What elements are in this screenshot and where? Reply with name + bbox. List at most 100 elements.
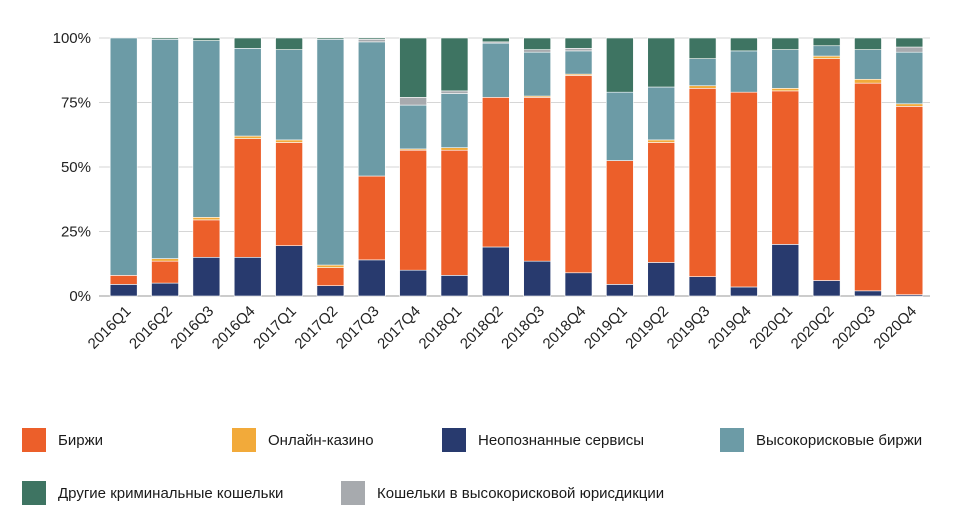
bar-segment: [688, 88, 717, 277]
bar-segment: [357, 37, 386, 40]
x-tick-label: 2016Q1: [85, 303, 135, 353]
bar-segment: [233, 48, 262, 137]
bar-segment: [854, 37, 882, 50]
bar-segment: [771, 244, 800, 297]
x-tick-label: 2020Q3: [829, 303, 879, 353]
legend-label: Кошельки в высокорисковой юрисдикции: [377, 484, 665, 502]
x-tick-label: 2018Q4: [540, 303, 590, 353]
bar-segment: [647, 262, 676, 297]
bar-segment: [275, 37, 303, 50]
bar-segment: [192, 40, 221, 218]
bar-segment: [523, 49, 551, 53]
bar-segment: [812, 55, 841, 59]
legend-label: Онлайн-казино: [268, 431, 374, 449]
bar-segment: [316, 38, 345, 266]
bar-segment: [440, 93, 469, 148]
x-tick-label: 2019Q1: [581, 303, 631, 353]
legend-label: Биржи: [58, 431, 103, 449]
x-tick-label: 2017Q4: [374, 303, 424, 353]
bar-segment: [440, 147, 469, 151]
bar-segment: [854, 290, 882, 297]
bar-segment: [316, 37, 345, 40]
bar-segment: [482, 37, 510, 43]
bar-segment: [647, 142, 676, 263]
bar-segment: [233, 135, 262, 139]
bar-segment: [275, 139, 303, 143]
bar-segment: [854, 78, 882, 84]
bar-segment: [812, 280, 841, 297]
bar-segment: [399, 269, 427, 297]
x-tick-label: 2020Q1: [746, 303, 796, 353]
bar-segment: [564, 37, 593, 49]
bar-segment: [151, 258, 179, 262]
legend-item-other-criminal-wallets: Другие криминальные кошельки: [22, 481, 283, 505]
legend: Биржи Онлайн-казино Неопознанные сервисы…: [0, 410, 960, 526]
bar-segment: [275, 49, 303, 141]
y-tick-label: 50%: [61, 159, 91, 176]
bar-segment: [812, 58, 841, 281]
x-tick-label: 2016Q4: [209, 303, 259, 353]
bar-segment: [895, 46, 924, 53]
bar-segment: [854, 82, 882, 292]
bar-segment: [192, 219, 221, 258]
bar-segment: [812, 37, 841, 47]
legend-item-birzhi: Биржи: [22, 428, 103, 452]
legend-item-online-casino: Онлайн-казино: [232, 428, 374, 452]
x-tick-label: 2017Q1: [250, 303, 300, 353]
legend-swatch: [720, 428, 744, 452]
bar-segment: [895, 103, 924, 107]
bar-segment: [606, 37, 634, 93]
y-tick-label: 25%: [61, 224, 91, 241]
stacked-bar-chart: 0%25%50%75%100%2016Q12016Q22016Q32016Q42…: [53, 30, 930, 353]
bar-segment: [730, 37, 758, 52]
bar-segment: [440, 149, 469, 276]
bar-segment: [357, 38, 386, 43]
x-tick-label: 2017Q2: [291, 303, 341, 353]
bar-segment: [606, 160, 634, 285]
bar-segment: [109, 275, 138, 285]
bar-segment: [564, 50, 593, 75]
bar-segment: [192, 217, 221, 221]
x-tick-label: 2016Q3: [167, 303, 217, 353]
legend-item-unidentified-services: Неопознанные сервисы: [442, 428, 644, 452]
bar-segment: [399, 97, 427, 106]
legend-swatch: [22, 428, 46, 452]
bar-segment: [151, 260, 179, 284]
bar-segment: [647, 139, 676, 143]
legend-label: Другие криминальные кошельки: [58, 484, 284, 502]
legend-swatch: [341, 481, 365, 505]
bar-segment: [440, 90, 469, 94]
x-tick-label: 2018Q1: [416, 303, 466, 353]
bar-segment: [647, 86, 676, 141]
bar-segment: [399, 37, 427, 98]
legend-item-high-risk-exchanges: Высокорисковые биржи: [720, 428, 922, 452]
bar-segment: [730, 91, 758, 288]
bar-segment: [895, 106, 924, 296]
bar-segment: [771, 88, 800, 92]
bar-segment: [606, 91, 634, 161]
bar-segment: [730, 286, 758, 297]
bar-segment: [440, 37, 469, 92]
bar-segment: [357, 41, 386, 177]
bar-segment: [233, 256, 262, 297]
legend-label: Высокорисковые биржи: [756, 431, 923, 449]
bar-segment: [151, 37, 179, 40]
legend-item-high-risk-jurisdiction-wallets: Кошельки в высокорисковой юрисдикции: [341, 481, 664, 505]
bar-segment: [316, 267, 345, 286]
bar-segment: [523, 260, 551, 297]
bar-segment: [192, 256, 221, 297]
bar-segment: [771, 49, 800, 89]
bar-segment: [482, 97, 510, 248]
bar-segment: [564, 48, 593, 52]
bar-segment: [482, 246, 510, 297]
bar-segment: [564, 272, 593, 297]
bar-segment: [275, 245, 303, 297]
x-tick-label: 2019Q2: [622, 303, 672, 353]
bar-segment: [275, 142, 303, 246]
bar-segment: [482, 42, 510, 98]
x-tick-label: 2019Q4: [705, 303, 755, 353]
x-tick-label: 2020Q2: [788, 303, 838, 353]
legend-label: Неопознанные сервисы: [478, 431, 644, 449]
legend-swatch: [442, 428, 466, 452]
bar-segment: [688, 85, 717, 89]
